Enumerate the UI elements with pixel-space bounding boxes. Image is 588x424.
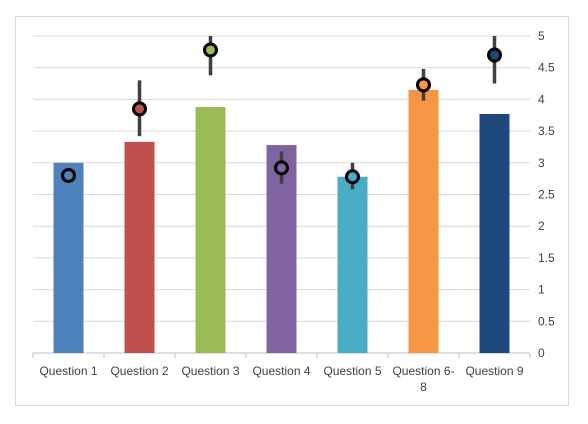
x-tick-label: Question 9 [465, 364, 523, 378]
y-tick-label: 4 [538, 92, 545, 106]
y-tick-label: 1 [538, 283, 545, 297]
y-tick-label: 4.5 [538, 61, 555, 75]
y-tick-label: 3.5 [538, 124, 555, 138]
marker-point [274, 160, 289, 176]
marker-point [203, 42, 218, 58]
y-tick-label: 0 [538, 346, 545, 360]
x-tick-label: Question 5 [323, 364, 381, 378]
bar [124, 141, 155, 353]
marker-point [132, 101, 147, 117]
bar [53, 162, 84, 353]
bar [408, 89, 439, 353]
bar [195, 107, 226, 354]
x-tick-label: Question 1 [39, 364, 97, 378]
marker-point [416, 77, 431, 93]
y-tick-label: 0.5 [538, 314, 555, 328]
x-tick-label: Question 4 [252, 364, 310, 378]
y-tick-label: 3 [538, 156, 545, 170]
y-tick-label: 5 [538, 29, 545, 43]
marker-point [487, 47, 502, 63]
bar [337, 176, 368, 353]
x-tick-label: Question 6- [392, 364, 454, 378]
marker-point [345, 169, 360, 185]
bar [479, 113, 510, 354]
y-tick-label: 2.5 [538, 188, 555, 202]
x-tick-label: 8 [420, 380, 427, 394]
y-tick-label: 2 [538, 219, 545, 233]
y-tick-label: 1.5 [538, 251, 555, 265]
x-tick-label: Question 2 [110, 364, 168, 378]
marker-point [61, 167, 76, 183]
x-tick-label: Question 3 [181, 364, 239, 378]
